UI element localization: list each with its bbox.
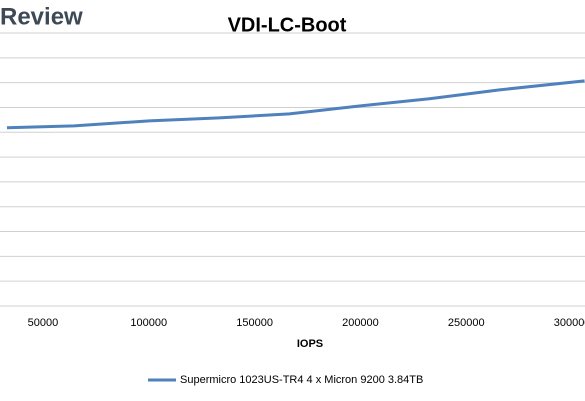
x-tick-label: 250000 xyxy=(448,317,485,329)
x-tick-label: 50000 xyxy=(28,317,59,329)
x-tick-label: 300000 xyxy=(554,317,585,329)
watermark: Review xyxy=(0,3,83,30)
x-axis-label: IOPS xyxy=(297,338,323,350)
x-tick-label: 200000 xyxy=(342,317,379,329)
x-tick-label: 150000 xyxy=(236,317,273,329)
line-series xyxy=(6,79,585,130)
legend-label: Supermicro 1023US-TR4 4 x Micron 9200 3.… xyxy=(180,374,423,386)
chart-title: VDI-LC-Boot xyxy=(228,14,347,36)
x-tick-label: 100000 xyxy=(130,317,167,329)
